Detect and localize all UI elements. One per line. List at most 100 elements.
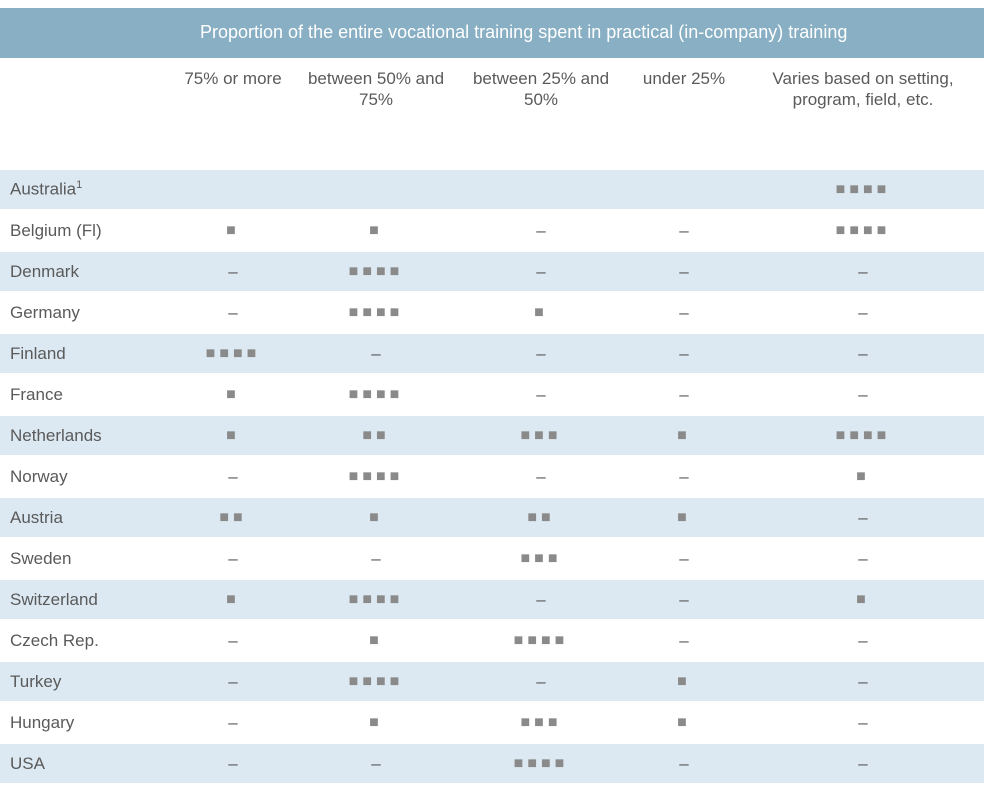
rating-cell: – (456, 333, 626, 375)
rating-cell: – (742, 497, 984, 539)
rating-cell: ■■■■ (456, 743, 626, 785)
country-cell: Germany (0, 292, 170, 334)
rating-cell: – (742, 661, 984, 703)
table-row: Hungary – ■ ■■■ ■ – (0, 702, 984, 744)
rating-cell: – (742, 702, 984, 744)
header-title: Proportion of the entire vocational trai… (200, 22, 848, 42)
rating-cell: – (170, 251, 296, 293)
rating-cell: ■ (296, 620, 456, 662)
country-name: France (10, 384, 63, 404)
table-row: Czech Rep. – ■ ■■■■ – – (0, 620, 984, 662)
rating-cell: ■■■■ (742, 210, 984, 252)
rating-cell: ■■ (170, 497, 296, 539)
table-row: Finland ■■■■ – – – – (0, 333, 984, 375)
rating-cell: ■ (626, 497, 742, 539)
rating-cell: – (170, 743, 296, 785)
rating-cell: ■■ (296, 415, 456, 457)
country-cell: Sweden (0, 538, 170, 580)
rating-cell: – (626, 538, 742, 580)
rating-cell: ■■■ (456, 538, 626, 580)
column-header: between 25% and 50% (472, 69, 610, 109)
footnote-mark: 1 (76, 179, 83, 192)
rating-cell: – (626, 292, 742, 334)
rating-cell: – (170, 538, 296, 580)
table-row: Australia1 ■■■■ (0, 170, 984, 211)
rating-cell: – (626, 251, 742, 293)
country-cell: Finland (0, 333, 170, 375)
table-row: Turkey – ■■■■ – ■ – (0, 661, 984, 703)
rating-cell: – (456, 661, 626, 703)
table: 75% or more between 50% and 75% between 25… (0, 62, 984, 785)
country-cell: Belgium (Fl) (0, 210, 170, 252)
country-cell: Austria (0, 497, 170, 539)
rating-cell: – (626, 374, 742, 416)
table-body: Australia1 ■■■■ Belgium (Fl) ■ ■ – – ■■■■ Denmar… (0, 170, 984, 785)
rating-cell: – (296, 538, 456, 580)
country-cell: Hungary (0, 702, 170, 744)
country-name: Czech Rep. (10, 630, 99, 650)
rating-cell: ■ (296, 210, 456, 252)
rating-cell (456, 170, 626, 211)
rating-cell: ■■■■ (742, 415, 984, 457)
rating-cell (170, 170, 296, 211)
rating-cell: ■■ (456, 497, 626, 539)
header-band: Proportion of the entire vocational trai… (0, 8, 984, 58)
table-row: USA – – ■■■■ – – (0, 743, 984, 785)
country-cell: France (0, 374, 170, 416)
rating-cell: – (742, 620, 984, 662)
rating-cell: ■ (626, 661, 742, 703)
country-name: Switzerland (10, 589, 98, 609)
table-row: Norway – ■■■■ – – ■ (0, 456, 984, 498)
rating-cell: ■■■■ (296, 456, 456, 498)
country-name: USA (10, 753, 45, 773)
rating-cell: – (626, 620, 742, 662)
country-name: Austria (10, 507, 63, 527)
rating-cell: – (456, 210, 626, 252)
rating-cell: – (296, 333, 456, 375)
rating-cell: – (742, 333, 984, 375)
column-header: between 50% and 75% (307, 69, 445, 109)
blank-header (0, 62, 170, 170)
country-name: Finland (10, 343, 66, 363)
rating-cell: ■ (170, 374, 296, 416)
rating-cell: – (626, 210, 742, 252)
rating-cell (626, 170, 742, 211)
rating-cell: – (626, 743, 742, 785)
country-cell: Czech Rep. (0, 620, 170, 662)
column-header-row: 75% or more between 50% and 75% between 25… (0, 62, 984, 170)
rating-cell (296, 170, 456, 211)
rating-cell: – (456, 251, 626, 293)
rating-cell: ■ (742, 456, 984, 498)
column-header: Varies based on setting, program, field,… (772, 69, 954, 109)
rating-cell: ■■■■ (296, 292, 456, 334)
country-cell: Turkey (0, 661, 170, 703)
rating-cell: – (296, 743, 456, 785)
country-cell: Netherlands (0, 415, 170, 457)
rating-cell: ■■■■ (742, 170, 984, 211)
country-name: Turkey (10, 671, 62, 691)
rating-cell: – (742, 292, 984, 334)
rating-cell: ■■■■ (296, 251, 456, 293)
rating-cell: ■ (456, 292, 626, 334)
rating-cell: – (170, 702, 296, 744)
rating-cell: – (626, 333, 742, 375)
rating-cell: – (170, 620, 296, 662)
country-name: Netherlands (10, 425, 102, 445)
country-name: Australia (10, 179, 77, 199)
rating-cell: ■■■■ (296, 661, 456, 703)
rating-cell: – (742, 374, 984, 416)
country-cell: Australia1 (0, 170, 170, 211)
rating-cell: – (742, 743, 984, 785)
rating-cell: ■ (626, 702, 742, 744)
table-row: Sweden – – ■■■ – – (0, 538, 984, 580)
rating-cell: ■ (626, 415, 742, 457)
table-row: Netherlands ■ ■■ ■■■ ■ ■■■■ (0, 415, 984, 457)
rating-cell: – (742, 251, 984, 293)
table-row: Austria ■■ ■ ■■ ■ – (0, 497, 984, 539)
rating-cell: ■ (296, 702, 456, 744)
rating-cell: – (626, 456, 742, 498)
country-cell: Switzerland (0, 579, 170, 621)
country-cell: Denmark (0, 251, 170, 293)
column-header: 75% or more (184, 69, 282, 88)
